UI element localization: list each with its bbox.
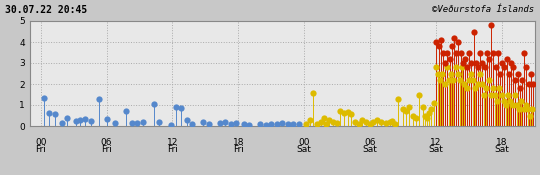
Text: 18: 18 [233,138,244,146]
Text: Fri: Fri [101,145,112,154]
Text: Sat: Sat [362,145,377,154]
Text: 00: 00 [35,138,46,146]
Text: Fri: Fri [167,145,178,154]
Text: 06: 06 [101,138,112,146]
Text: 30.07.22 20:45: 30.07.22 20:45 [5,5,87,15]
Text: 18: 18 [496,138,508,146]
Text: ©Veðurstofa Íslands: ©Veðurstofa Íslands [433,5,535,14]
Text: 00: 00 [299,138,310,146]
Text: Fri: Fri [35,145,46,154]
Text: 06: 06 [364,138,376,146]
Text: Fri: Fri [233,145,244,154]
Text: Sat: Sat [428,145,443,154]
Text: Sat: Sat [296,145,312,154]
Text: 12: 12 [430,138,442,146]
Text: 12: 12 [167,138,178,146]
Text: Sat: Sat [494,145,509,154]
